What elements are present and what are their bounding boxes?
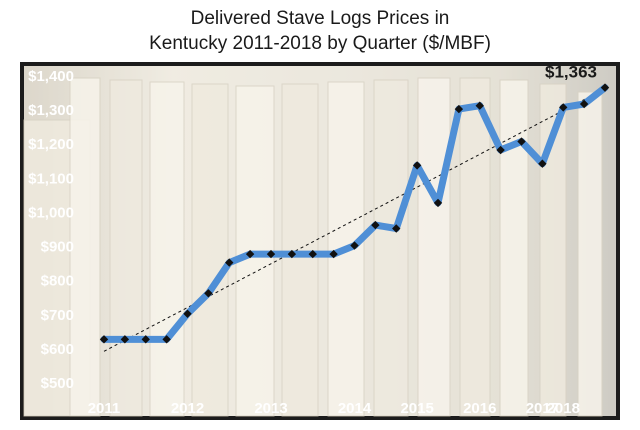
data-point-marker (412, 161, 422, 170)
background-stave (69, 77, 101, 417)
x-year-label: 2017 (526, 400, 559, 417)
data-point-marker (99, 335, 109, 344)
x-year-label: 2011 (88, 400, 121, 417)
background-stave (327, 81, 365, 417)
data-point-marker (559, 103, 568, 112)
data-point-marker (329, 249, 338, 259)
y-tick-label: $1,200 (28, 136, 74, 153)
data-point-marker (162, 335, 171, 344)
background-stave (459, 77, 491, 417)
trendline-layer (103, 88, 606, 352)
data-point-marker (350, 241, 359, 250)
background-stave (149, 81, 185, 417)
x-year-label: 2015 (400, 400, 433, 417)
y-tick-label: $800 (41, 273, 74, 290)
background-stave (373, 79, 409, 417)
y-tick-label: $1,300 (28, 102, 74, 119)
last-value-annotation: $1,363 (545, 63, 597, 82)
x-year-label: 2014 (338, 400, 372, 417)
data-point-marker (245, 249, 255, 259)
y-tick-labels: $1,400 $1,300 $1,200 $1,100 $1,000 $900 $800 $7… (28, 68, 74, 392)
marker-layer (99, 83, 610, 344)
data-point-marker (266, 249, 276, 259)
x-year-label: 2016 (463, 400, 496, 417)
background-stave (417, 77, 451, 417)
y-tick-label: $1,100 (28, 170, 74, 187)
x-year-label: 2013 (254, 400, 287, 417)
trendline (103, 88, 606, 352)
y-tick-label: $1,400 (28, 68, 74, 85)
x-year-label: 2018 (547, 400, 580, 417)
data-point-marker (433, 198, 443, 208)
data-point-marker (308, 249, 317, 259)
photo-background (23, 66, 616, 417)
data-point-marker (204, 289, 213, 298)
data-point-marker (517, 137, 526, 146)
data-point-marker (496, 145, 505, 155)
data-point-marker (392, 224, 401, 233)
data-point-marker (183, 309, 192, 318)
chart-title-line-2: Kentucky 2011-2018 by Quarter ($/MBF) (149, 33, 491, 54)
y-tick-label: $700 (41, 307, 74, 324)
data-point-marker (120, 335, 130, 344)
background-wash (24, 66, 616, 416)
x-year-label: 2012 (171, 400, 204, 417)
background-stave (109, 79, 143, 417)
background-stave (191, 83, 229, 417)
background-stave (577, 91, 603, 417)
y-tick-label: $1,000 (28, 204, 74, 221)
y-tick-label: $600 (41, 341, 74, 358)
chart-title-line-1: Delivered Stave Logs Prices in (190, 8, 450, 29)
data-point-marker (287, 249, 297, 259)
data-point-marker (141, 335, 150, 344)
chart-title: Delivered Stave Logs Prices in Kentucky … (0, 6, 640, 56)
y-tick-label: $900 (41, 239, 74, 256)
data-point-marker (225, 258, 234, 267)
data-point-marker (454, 104, 464, 114)
data-point-marker (475, 101, 484, 110)
data-point-marker (371, 220, 380, 230)
annotation-layer: $1,363 (545, 63, 597, 82)
data-point-marker (538, 159, 547, 168)
background-stave (281, 83, 319, 417)
data-point-marker (600, 83, 610, 92)
data-point-marker (579, 99, 589, 109)
y-tick-label: $500 (41, 375, 74, 392)
